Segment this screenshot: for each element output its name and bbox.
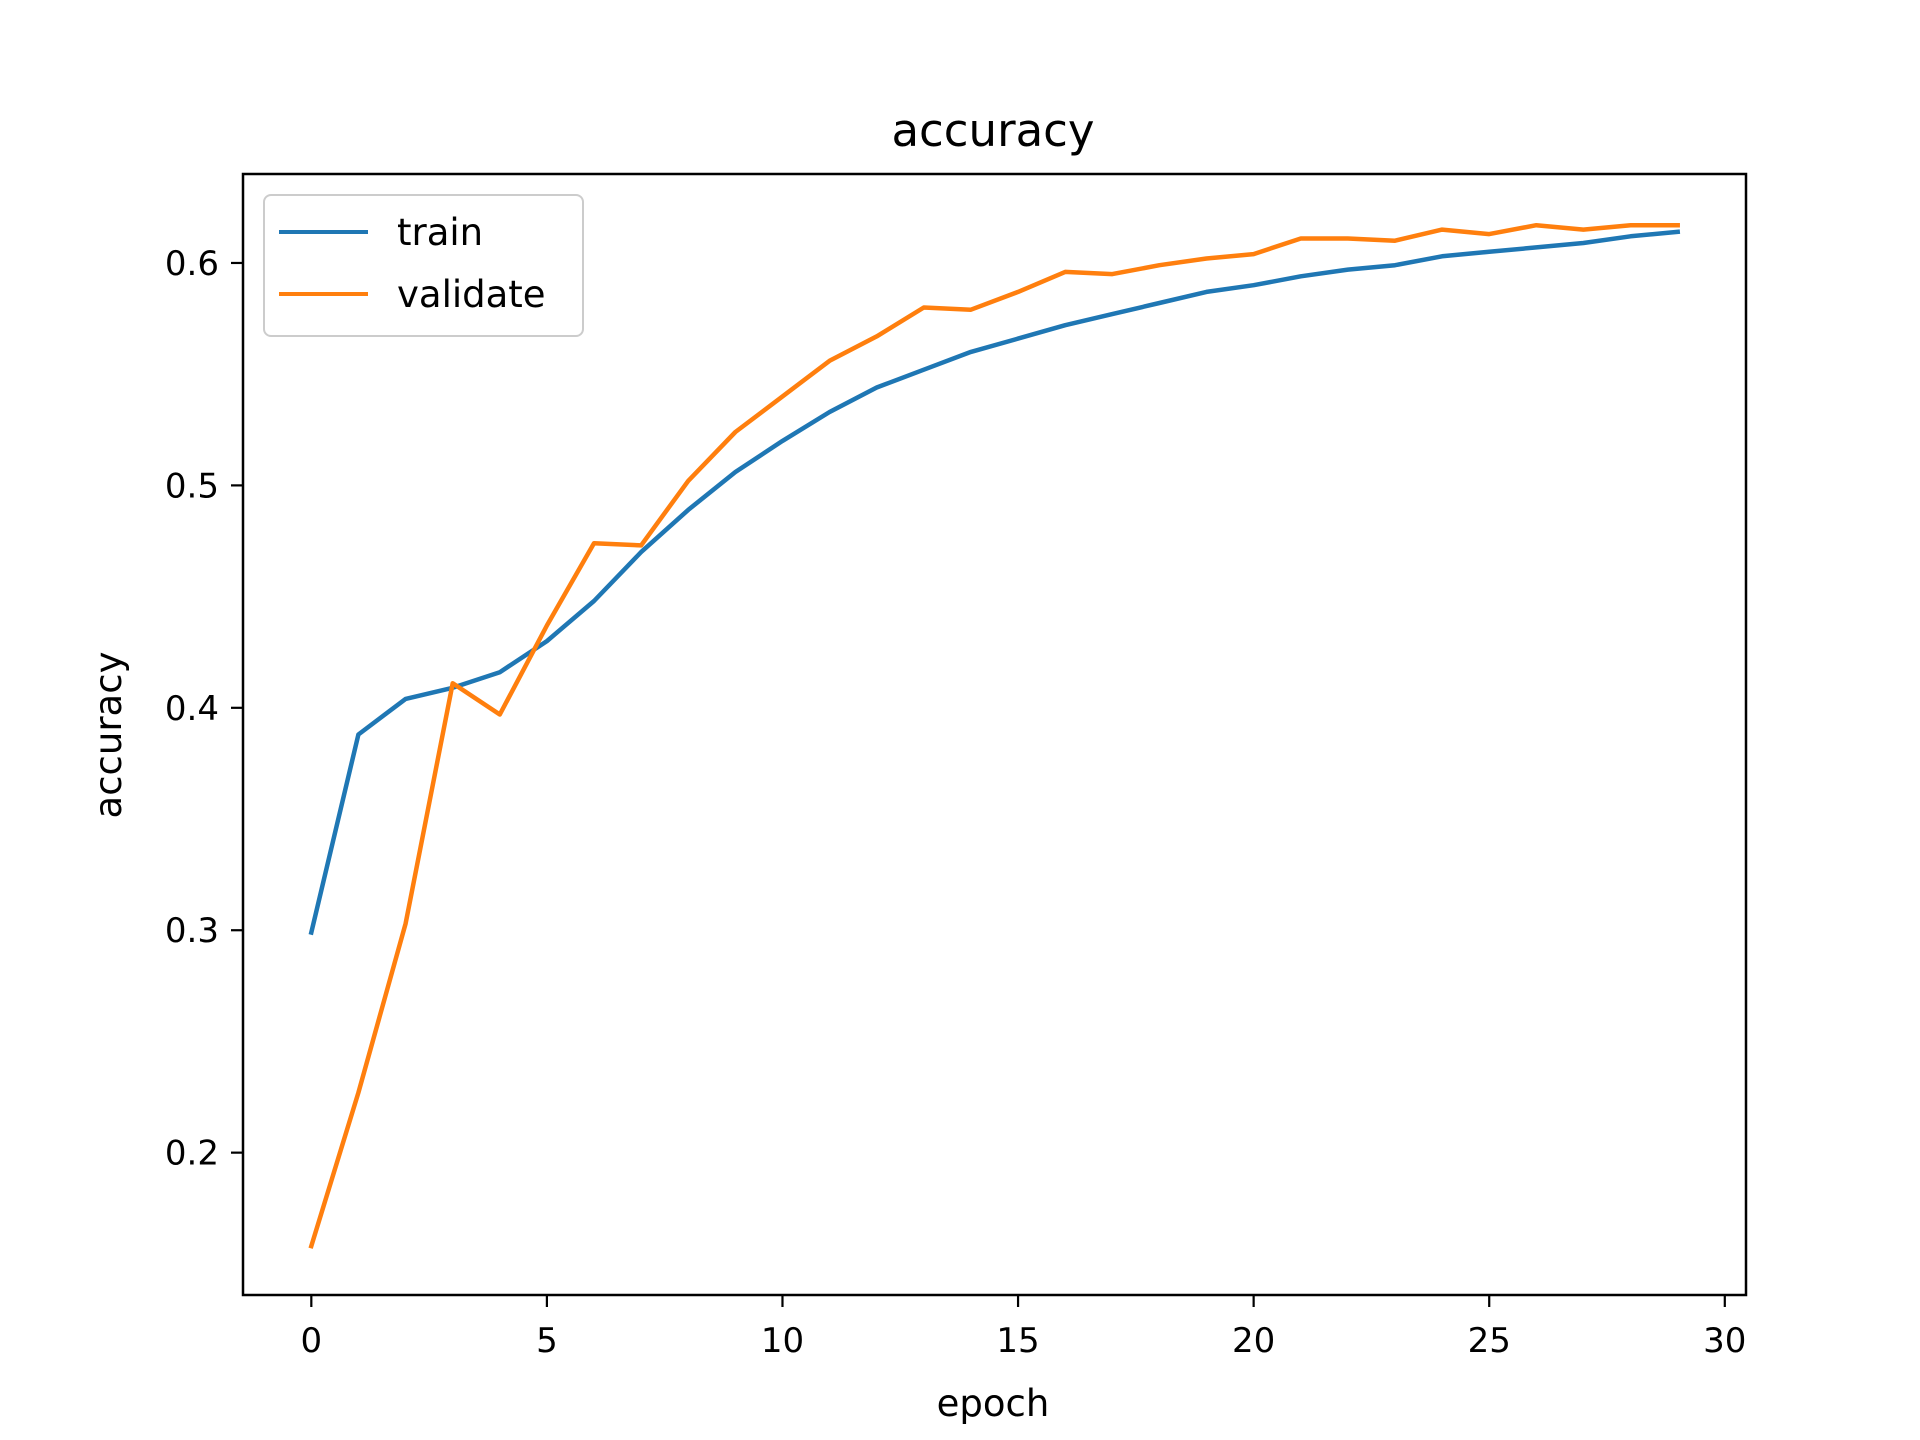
x-tick-label: 0 bbox=[300, 1321, 322, 1361]
y-tick-label: 0.5 bbox=[165, 466, 219, 506]
x-tick-label: 15 bbox=[996, 1321, 1039, 1361]
series-lines bbox=[308, 222, 1681, 1249]
x-tick-label: 5 bbox=[536, 1321, 558, 1361]
y-axis-label: accuracy bbox=[87, 652, 130, 819]
y-axis-ticks: 0.2 0.3 0.4 0.5 0.6 bbox=[165, 244, 243, 1174]
legend-label-validate: validate bbox=[397, 273, 546, 316]
chart-title: accuracy bbox=[891, 104, 1094, 157]
legend: train validate bbox=[263, 194, 584, 337]
x-axis-ticks: 0 5 10 15 20 25 30 bbox=[300, 1295, 1746, 1361]
y-tick-label: 0.4 bbox=[165, 689, 219, 729]
x-axis-label: epoch bbox=[937, 1382, 1050, 1425]
y-tick-label: 0.2 bbox=[165, 1134, 219, 1174]
x-tick-label: 25 bbox=[1468, 1321, 1511, 1361]
series-line-validate bbox=[308, 222, 1680, 1249]
legend-label-train: train bbox=[397, 211, 483, 254]
plot-frame bbox=[241, 172, 1748, 1297]
y-tick-label: 0.3 bbox=[165, 911, 219, 951]
x-tick-label: 10 bbox=[761, 1321, 804, 1361]
x-tick-label: 20 bbox=[1232, 1321, 1275, 1361]
series-line-train bbox=[308, 229, 1681, 936]
x-tick-label: 30 bbox=[1703, 1321, 1746, 1361]
y-tick-label: 0.6 bbox=[165, 244, 219, 284]
